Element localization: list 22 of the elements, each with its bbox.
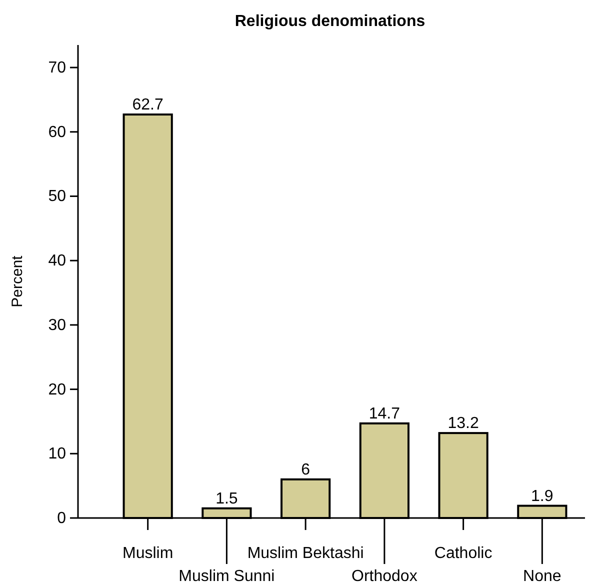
y-tick-label: 50 (48, 188, 66, 206)
x-tick-label: Muslim (122, 545, 174, 562)
data-label: 62.7 (132, 96, 164, 114)
y-tick-label: 30 (48, 316, 66, 334)
chart-title: Religious denominations (234, 13, 426, 30)
x-tick-label: Catholic (434, 545, 492, 562)
x-tick-label: Orthodox (352, 568, 418, 585)
y-tick-label: 0 (57, 510, 66, 527)
y-tick-label: 20 (48, 381, 66, 398)
data-label: 1.5 (216, 490, 238, 508)
x-tick-label: Muslim Bektashi (247, 545, 364, 562)
y-tick-label: 40 (48, 252, 66, 270)
data-label: 1.9 (531, 488, 554, 505)
y-tick-label: 10 (48, 446, 66, 463)
data-label: 6 (301, 461, 310, 478)
y-axis-title: Percent (9, 254, 26, 308)
y-tick-label: 60 (48, 124, 66, 141)
y-tick-label: 70 (48, 60, 66, 77)
x-tick-label: None (523, 568, 562, 585)
x-tick-label: Muslim Sunni (178, 568, 275, 585)
data-label: 13.2 (448, 415, 479, 432)
data-label: 14.7 (368, 405, 400, 422)
